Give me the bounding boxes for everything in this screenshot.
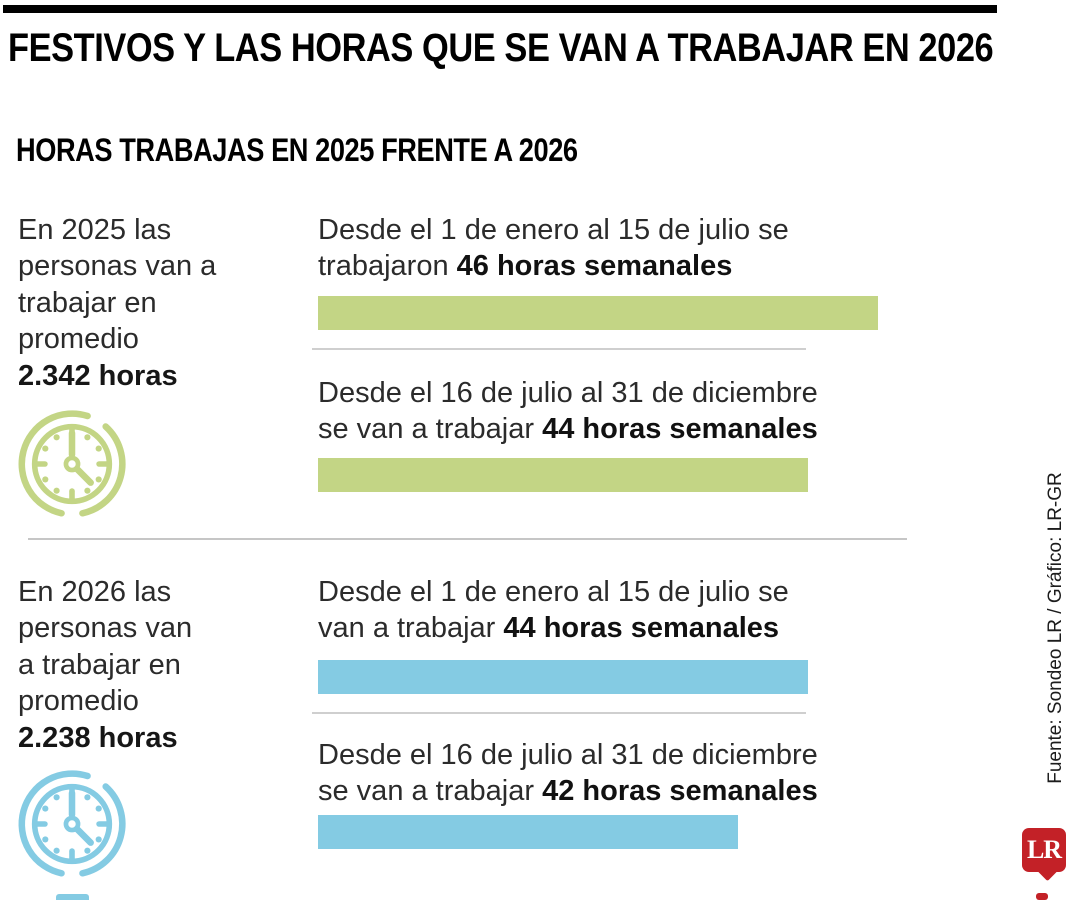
bar-label-line: Desde el 1 de enero al 15 de julio se bbox=[318, 576, 789, 608]
clock-icon bbox=[16, 408, 128, 520]
bar-label-2025-2: Desde el 16 de julio al 31 de diciembre … bbox=[318, 375, 818, 448]
intro-2026-line: promedio bbox=[18, 685, 139, 718]
bar-label-line: van a trabajar 44 horas semanales bbox=[318, 612, 780, 645]
section-subtitle: HORAS TRABAJAS EN 2025 FRENTE A 2026 bbox=[16, 132, 578, 168]
intro-2025-line: personas van a bbox=[18, 250, 217, 283]
bar-label-2026-1: Desde el 1 de enero al 15 de julio se va… bbox=[318, 574, 789, 647]
clock-icon bbox=[16, 768, 128, 880]
intro-2025-hours: 2.342 horas bbox=[18, 359, 178, 392]
intro-2025-line: trabajar en bbox=[18, 286, 157, 319]
intro-2026-line: a trabajar en bbox=[18, 648, 181, 681]
intro-2026-line: personas van bbox=[18, 612, 193, 645]
section-divider bbox=[28, 538, 907, 540]
bar-2026-1 bbox=[318, 660, 808, 694]
intro-2026-line: En 2026 las bbox=[18, 576, 172, 608]
bar-label-line: Desde el 16 de julio al 31 de diciembre bbox=[318, 377, 818, 409]
top-rule bbox=[3, 5, 997, 13]
lr-logo-text: LR bbox=[1026, 835, 1062, 864]
bar-2025-1 bbox=[318, 296, 878, 330]
bar-2025-2 bbox=[318, 458, 808, 492]
source-credit: Fuente: Sondeo LR / Gráfico: LR-GR bbox=[1045, 472, 1066, 784]
intro-2026: En 2026 las personas van a trabajar en p… bbox=[18, 574, 318, 756]
row-divider bbox=[312, 712, 806, 714]
intro-2025-line: En 2025 las bbox=[18, 214, 172, 246]
lr-logo: LR bbox=[1022, 828, 1066, 882]
bar-label-line: Desde el 1 de enero al 15 de julio se bbox=[318, 214, 789, 246]
bar-label-2025-1: Desde el 1 de enero al 15 de julio se tr… bbox=[318, 212, 789, 285]
calendar-icon-cropped bbox=[56, 894, 89, 900]
bar-2026-2 bbox=[318, 815, 738, 849]
lr-logo-dot-cropped bbox=[1036, 893, 1048, 900]
row-divider bbox=[312, 348, 806, 350]
intro-2025: En 2025 las personas van a trabajar en p… bbox=[18, 212, 318, 394]
bar-label-line: se van a trabajar 44 horas semanales bbox=[318, 413, 818, 446]
page-title: FESTIVOS Y LAS HORAS QUE SE VAN A TRABAJ… bbox=[8, 26, 994, 70]
intro-2026-hours: 2.238 horas bbox=[18, 721, 178, 754]
bar-label-line: Desde el 16 de julio al 31 de diciembre bbox=[318, 739, 818, 771]
bar-label-line: se van a trabajar 42 horas semanales bbox=[318, 775, 818, 808]
bar-label-2026-2: Desde el 16 de julio al 31 de diciembre … bbox=[318, 737, 818, 810]
intro-2025-line: promedio bbox=[18, 323, 139, 356]
bar-label-line: trabajaron 46 horas semanales bbox=[318, 250, 733, 283]
